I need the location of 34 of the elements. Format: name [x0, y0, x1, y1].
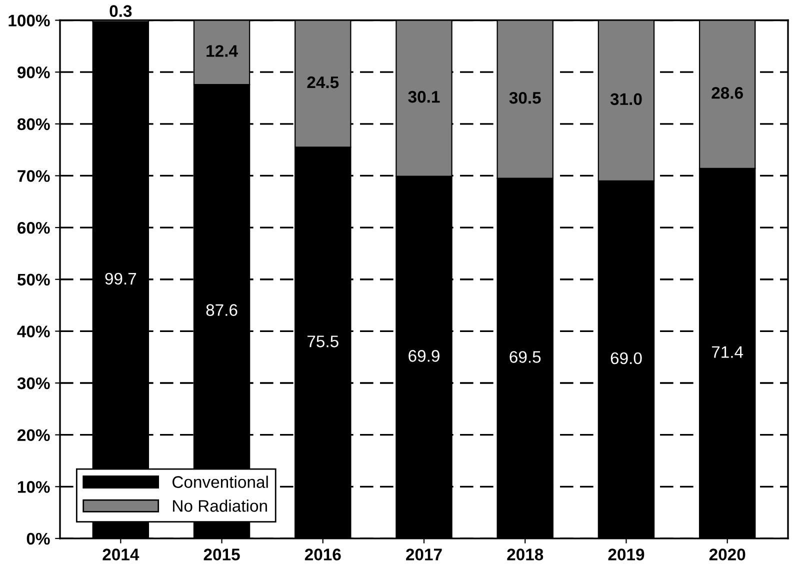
data-label: 24.5	[307, 76, 339, 88]
x-tick-label: 2019	[608, 548, 644, 560]
data-label: 69.0	[610, 352, 642, 364]
y-tick-label: 50%	[17, 274, 50, 286]
data-label: 31.0	[610, 93, 642, 106]
x-tick-label: 2017	[406, 548, 442, 560]
y-tick-label: 90%	[18, 66, 50, 78]
data-label: 99.7	[105, 272, 136, 285]
legend-label: Conventional	[172, 476, 268, 488]
data-label: 69.9	[408, 350, 440, 362]
x-tick-label: 2016	[304, 548, 341, 560]
y-tick-label: 100%	[8, 14, 50, 26]
y-tick-label: 10%	[18, 481, 50, 493]
y-tick-label: 20%	[18, 429, 50, 442]
data-label: 0.3	[110, 5, 132, 17]
x-tick-label: 2014	[102, 548, 140, 560]
y-tick-label: 30%	[17, 377, 50, 390]
x-tick-label: 2015	[204, 548, 240, 560]
data-label: 87.6	[206, 304, 238, 316]
data-label: 28.6	[712, 87, 743, 99]
y-tick-label: 60%	[18, 222, 50, 234]
y-tick-label: 40%	[17, 326, 50, 338]
legend-label: No Radiation	[173, 500, 267, 512]
y-tick-label: 0%	[26, 532, 50, 545]
x-tick-label: 2018	[507, 548, 544, 560]
y-tick-label: 70%	[18, 170, 50, 182]
y-tick-label: 80%	[17, 118, 50, 130]
data-label: 75.5	[308, 336, 338, 348]
data-label: 30.5	[509, 92, 541, 104]
data-label: 71.4	[712, 346, 744, 358]
data-label: 69.5	[510, 351, 541, 363]
data-label: 30.1	[408, 90, 440, 103]
x-tick-label: 2020	[709, 548, 746, 560]
data-label: 12.4	[206, 45, 238, 57]
